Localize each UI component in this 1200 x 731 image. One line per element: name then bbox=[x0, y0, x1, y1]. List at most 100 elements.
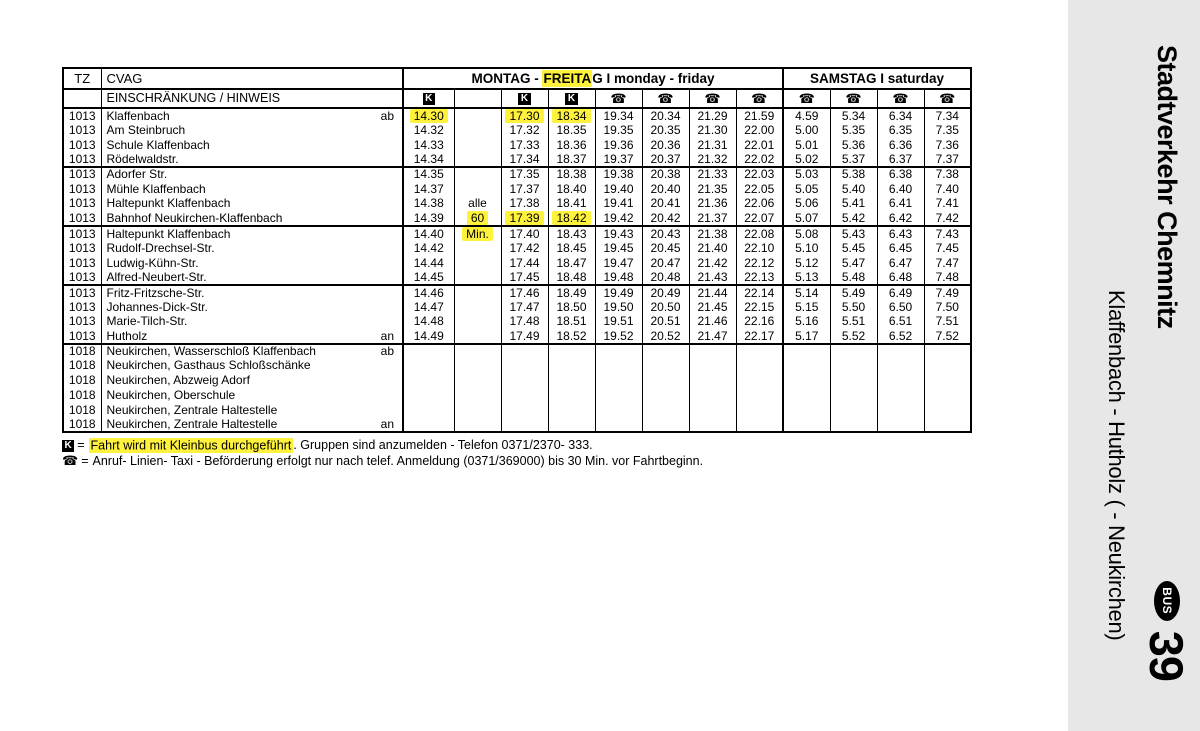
time-cell: 14.33 bbox=[402, 137, 454, 153]
table-row: 1018 Neukirchen, Oberschule bbox=[62, 388, 971, 403]
time-cell: 5.50 bbox=[829, 299, 877, 315]
time-cell: 5.37 bbox=[829, 152, 877, 168]
time-cell bbox=[829, 342, 877, 359]
equals-sign: = bbox=[77, 438, 85, 452]
time-cell: 14.37 bbox=[402, 181, 454, 197]
time-cell bbox=[829, 417, 877, 433]
table-row: 1018 Neukirchen, Gasthaus Schloßschänke bbox=[62, 358, 971, 374]
time-cell: 19.36 bbox=[594, 137, 642, 153]
time-cell: 14.35 bbox=[402, 166, 454, 182]
time-cell: 5.17 bbox=[782, 329, 830, 344]
time-cell: 5.15 bbox=[782, 299, 830, 315]
time-cell: 5.51 bbox=[829, 314, 877, 330]
stop-name-cell: Bahnhof Neukirchen-Klaffenbach bbox=[100, 211, 403, 227]
time-cell: 5.35 bbox=[829, 123, 877, 138]
time-cell: 18.45 bbox=[547, 241, 595, 256]
time-cell: 19.35 bbox=[594, 123, 642, 138]
tz-cell: 1013 bbox=[62, 211, 101, 227]
time-cell bbox=[402, 373, 454, 388]
time-cell: 5.52 bbox=[829, 329, 877, 344]
time-cell: 18.51 bbox=[547, 314, 595, 330]
table-row: 1013 Fritz-Fritzsche-Str. 14.46 17.46 18.49 1… bbox=[62, 284, 971, 300]
time-cell: 17.32 bbox=[500, 123, 548, 138]
time-cell: 18.42 bbox=[547, 211, 595, 227]
time-cell: 5.10 bbox=[782, 241, 830, 256]
table-row: 1013 Mühle Klaffenbach 14.37 17.37 18.40 19.4… bbox=[62, 181, 971, 197]
time-cell: 20.45 bbox=[641, 241, 689, 256]
stop-name-cell: Alfred-Neubert-Str. bbox=[100, 270, 403, 286]
sidebar-route-block: Klaffenbach - Hutholz ( - Neukirchen) bbox=[1098, 290, 1134, 694]
time-cell: 6.41 bbox=[876, 196, 924, 212]
time-cell: 20.50 bbox=[641, 299, 689, 315]
highlighted-time: 18.34 bbox=[552, 109, 591, 123]
stop-name: Am Steinbruch bbox=[106, 123, 186, 137]
time-cell: 6.49 bbox=[876, 284, 924, 300]
time-cell bbox=[641, 342, 689, 359]
kleinbus-icon: K bbox=[500, 89, 548, 109]
stop-name: Marie-Tilch-Str. bbox=[106, 314, 188, 329]
time-cell: 18.47 bbox=[547, 255, 595, 271]
stop-name: Rudolf-Drechsel-Str. bbox=[106, 241, 215, 255]
note-cell bbox=[453, 417, 501, 433]
tz-cell: 1013 bbox=[62, 270, 101, 286]
stop-name: Neukirchen, Zentrale Haltestelle bbox=[106, 417, 278, 431]
time-cell: 18.48 bbox=[547, 270, 595, 286]
time-cell: 5.41 bbox=[829, 196, 877, 212]
line-number: 39 bbox=[1140, 630, 1194, 681]
time-cell: 6.52 bbox=[876, 329, 924, 344]
time-cell bbox=[735, 342, 783, 359]
tz-cell: 1018 bbox=[62, 358, 101, 374]
tz-cell: 1013 bbox=[62, 152, 101, 168]
time-cell: 7.35 bbox=[923, 123, 971, 138]
note-cell bbox=[453, 402, 501, 418]
stop-name-cell: Haltepunkt Klaffenbach bbox=[100, 225, 403, 242]
time-cell: 21.30 bbox=[688, 123, 736, 138]
time-cell: 21.44 bbox=[688, 284, 736, 300]
time-cell bbox=[547, 417, 595, 433]
table-row: 1013 Rudolf-Drechsel-Str. 14.42 17.42 18.45 1… bbox=[62, 241, 971, 256]
time-cell bbox=[547, 373, 595, 388]
note-cell bbox=[453, 123, 501, 138]
time-cell: 5.43 bbox=[829, 225, 877, 242]
phone-icon: ☎ bbox=[594, 89, 642, 109]
time-cell: 22.03 bbox=[735, 166, 783, 182]
time-cell bbox=[641, 358, 689, 374]
time-cell: 5.05 bbox=[782, 181, 830, 197]
note-cell bbox=[453, 137, 501, 153]
time-cell bbox=[594, 388, 642, 403]
stop-name: Ludwig-Kühn-Str. bbox=[106, 255, 199, 270]
time-cell: 7.51 bbox=[923, 314, 971, 330]
time-cell: 17.34 bbox=[500, 152, 548, 168]
time-cell bbox=[547, 358, 595, 374]
stop-name: Johannes-Dick-Str. bbox=[106, 299, 208, 314]
highlighted-time: 18.42 bbox=[552, 211, 591, 226]
time-cell: 6.36 bbox=[876, 137, 924, 153]
time-cell: 14.32 bbox=[402, 123, 454, 138]
time-cell bbox=[594, 402, 642, 418]
stop-name: Fritz-Fritzsche-Str. bbox=[106, 285, 205, 300]
time-cell: 7.48 bbox=[923, 270, 971, 286]
time-cell: 7.42 bbox=[923, 211, 971, 227]
time-cell bbox=[594, 417, 642, 433]
stop-name-cell: Johannes-Dick-Str. bbox=[100, 299, 403, 315]
time-cell: 22.13 bbox=[735, 270, 783, 286]
time-cell: 20.47 bbox=[641, 255, 689, 271]
time-cell bbox=[547, 342, 595, 359]
time-cell: 7.36 bbox=[923, 137, 971, 153]
time-cell: 18.43 bbox=[547, 225, 595, 242]
stop-name: Bahnhof Neukirchen-Klaffenbach bbox=[106, 211, 283, 225]
time-cell: 20.51 bbox=[641, 314, 689, 330]
stop-name: Neukirchen, Abzweig Adorf bbox=[106, 373, 250, 388]
time-cell bbox=[688, 358, 736, 374]
time-cell: 5.02 bbox=[782, 152, 830, 168]
stop-name-cell: Marie-Tilch-Str. bbox=[100, 314, 403, 330]
time-cell: 22.01 bbox=[735, 137, 783, 153]
bus-icon: BUS bbox=[1154, 580, 1180, 621]
time-cell: 14.44 bbox=[402, 255, 454, 271]
footnote-taxi-text: Anruf- Linien- Taxi - Beförderung erfolg… bbox=[92, 453, 704, 468]
time-cell: 22.10 bbox=[735, 241, 783, 256]
tz-cell: 1013 bbox=[62, 314, 101, 330]
tz-cell: 1013 bbox=[62, 241, 101, 256]
note-cell: alle bbox=[453, 196, 501, 212]
time-cell: 20.41 bbox=[641, 196, 689, 212]
